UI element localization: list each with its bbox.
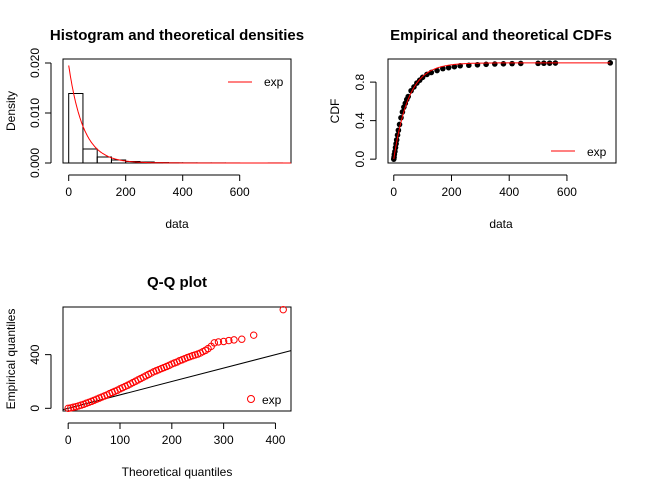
cdf-y-tick-label: 0.0: [353, 150, 367, 167]
cdf-x-tick-label: 0: [390, 185, 397, 199]
qq-x-tick-label: 100: [110, 433, 130, 447]
qq-y-axis: 0 400: [28, 344, 52, 412]
qq-y-tick-label: 0: [28, 405, 42, 412]
qq-point: [219, 337, 228, 346]
cdf-y-tick-label: 0.8: [353, 73, 367, 90]
cdf-point: [509, 60, 515, 67]
cdf-point: [517, 60, 524, 67]
cdf-point: [607, 60, 614, 66]
qq-x-tick-label: 300: [214, 433, 234, 447]
hist-x-tick-label: 0: [65, 185, 72, 199]
hist-plot-box: [62, 58, 292, 164]
hist-x-tick-label: 400: [173, 185, 193, 199]
cdf-point: [424, 71, 430, 78]
qq-point: [279, 305, 287, 314]
hist-y-tick-label: 0.010: [28, 98, 42, 128]
cdf-panel: Empirical and theoretical CDFs 0 200 400 60…: [328, 27, 617, 231]
cdf-point: [451, 63, 458, 70]
cdf-theoretical-curve: [393, 62, 611, 160]
qq-point: [214, 338, 223, 346]
cdf-point: [440, 65, 446, 72]
cdf-point: [434, 67, 440, 74]
qq-y-tick-label: 400: [28, 344, 42, 364]
cdf-point: [445, 64, 452, 71]
qq-legend-marker: [247, 395, 255, 403]
hist-bar: [96, 156, 112, 164]
hist-density-curve: [68, 65, 291, 164]
cdf-ylabel: CDF: [328, 99, 342, 124]
cdf-x-tick-label: 600: [557, 185, 577, 199]
hist-y-tick-label: 0.000: [28, 148, 42, 178]
cdf-legend-label: exp: [587, 145, 607, 159]
histogram-panel: Histogram and theoretical densities 0 200…: [4, 27, 304, 231]
hist-x-tick-label: 600: [230, 185, 250, 199]
cdf-point: [483, 61, 489, 68]
hist-bar: [68, 93, 84, 164]
qq-x-tick-label: 400: [265, 433, 285, 447]
qq-panel: Q-Q plot 0 100 200 300 400 0 400 Theoretical …: [4, 274, 292, 479]
cdf-legend: exp: [551, 145, 607, 159]
qq-xlabel: Theoretical quantiles: [122, 465, 233, 479]
hist-legend-label: exp: [264, 75, 284, 89]
qq-x-tick-label: 0: [65, 433, 72, 447]
hist-y-axis: 0.000 0.010 0.020: [28, 48, 52, 178]
hist-ylabel: Density: [4, 91, 18, 131]
qq-point: [64, 404, 72, 413]
cdf-title: Empirical and theoretical CDFs: [390, 27, 612, 44]
cdf-point: [491, 61, 498, 67]
qq-point: [225, 336, 233, 345]
hist-y-tick-label: 0.020: [28, 48, 42, 78]
cdf-x-axis: 0 200 400 600: [390, 174, 577, 199]
qq-x-tick-label: 200: [162, 433, 182, 447]
cdf-plot-box: [387, 58, 617, 164]
cdf-x-tick-label: 200: [441, 185, 461, 199]
hist-xlabel: data: [165, 217, 189, 231]
cdf-y-axis: 0.0 0.4 0.8: [353, 73, 377, 167]
hist-legend: exp: [228, 75, 284, 89]
qq-point: [230, 336, 238, 344]
hist-title: Histogram and theoretical densities: [50, 27, 304, 44]
qq-point: [210, 339, 219, 347]
qq-legend-label: exp: [262, 393, 282, 407]
qq-point: [249, 331, 258, 339]
qq-point: [238, 335, 246, 343]
hist-x-axis: 0 200 400 600: [65, 174, 250, 199]
qq-points: [64, 305, 287, 413]
cdf-y-tick-label: 0.4: [353, 112, 367, 129]
qq-plot-box: [62, 306, 292, 412]
qq-point: [69, 403, 78, 411]
qq-ylabel: Empirical quantiles: [4, 309, 18, 410]
qq-title: Q-Q plot: [147, 274, 207, 291]
cdf-point: [500, 61, 507, 67]
cdf-x-tick-label: 400: [499, 185, 519, 199]
cdf-xlabel: data: [489, 217, 513, 231]
qq-x-axis: 0 100 200 300 400: [65, 422, 286, 447]
hist-bar: [82, 148, 98, 164]
qq-legend: exp: [247, 393, 282, 407]
hist-x-tick-label: 200: [116, 185, 136, 199]
